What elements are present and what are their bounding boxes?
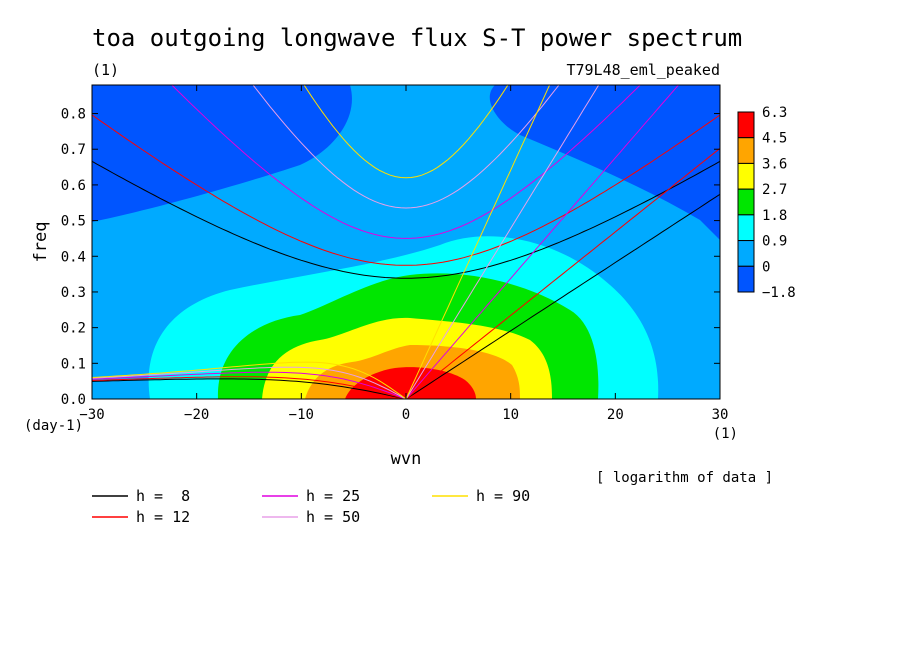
x-tick-label: −30 bbox=[79, 407, 104, 423]
legend: h = 8 h = 12 h = 25 h = 50 h = 90 bbox=[92, 487, 530, 526]
dispersion-curve bbox=[303, 85, 509, 179]
colorbar-swatch bbox=[737, 162, 755, 190]
x-tick-label: −10 bbox=[289, 407, 314, 423]
colorbar-label: 6.3 bbox=[762, 105, 787, 121]
colorbar-swatch bbox=[737, 188, 755, 216]
dispersion-curve bbox=[171, 85, 641, 239]
x-tick-label: 30 bbox=[712, 407, 729, 423]
y-tick-label: 0.1 bbox=[61, 356, 86, 372]
dispersion-curve bbox=[405, 193, 720, 399]
plot-area: −30 −20 −10 0 10 20 30 0.00.10.20.30.40.50.60.… bbox=[61, 84, 728, 423]
legend-label: h = 12 bbox=[136, 508, 190, 526]
y-axis-title: freq bbox=[31, 222, 51, 263]
colorbar-label: 2.7 bbox=[762, 182, 787, 198]
dispersion-curve bbox=[92, 376, 407, 399]
y-axis: 0.0 0.1 0.2 0.3 0.4 0.5 0.6 0.7 0.8 bbox=[61, 107, 720, 408]
x-unit-label: (1) bbox=[713, 426, 738, 442]
x-axis: −30 −20 −10 0 10 20 30 bbox=[79, 85, 728, 423]
colorbar-swatch bbox=[737, 111, 755, 139]
chart-subtitle-left: (1) bbox=[92, 61, 119, 79]
colorbar-label: 3.6 bbox=[762, 156, 787, 172]
x-tick-label: 20 bbox=[607, 407, 624, 423]
chart-title: toa outgoing longwave flux S-T power spe… bbox=[92, 24, 742, 52]
y-tick-label: 0.2 bbox=[61, 321, 86, 337]
dispersion-curve bbox=[405, 85, 551, 399]
colorbar-label: 0.9 bbox=[762, 234, 787, 250]
legend-label: h = 25 bbox=[306, 487, 360, 505]
y-tick-label: 0.7 bbox=[61, 142, 86, 158]
x-tick-label: 10 bbox=[502, 407, 519, 423]
y-tick-label: 0.8 bbox=[61, 107, 86, 123]
legend-label: h = 90 bbox=[476, 487, 530, 505]
y-tick-label: 0.0 bbox=[61, 392, 86, 408]
colorbar-label: 0 bbox=[762, 259, 770, 275]
y-tick-label: 0.6 bbox=[61, 178, 86, 194]
dispersion-curve bbox=[92, 160, 720, 279]
y-unit-label: (day-1) bbox=[24, 418, 83, 434]
colorbar-swatch bbox=[737, 137, 755, 164]
dispersion-curve bbox=[92, 366, 407, 399]
x-axis-title: wvn bbox=[391, 449, 422, 469]
colorbar-swatch bbox=[737, 214, 755, 242]
dispersion-curves bbox=[92, 85, 720, 399]
dispersion-curve bbox=[405, 85, 600, 399]
dispersion-curve bbox=[92, 378, 407, 399]
y-tick-label: 0.3 bbox=[61, 285, 86, 301]
legend-label: h = 50 bbox=[306, 508, 360, 526]
y-tick-label: 0.5 bbox=[61, 214, 86, 230]
colorbar-label: 4.5 bbox=[762, 131, 787, 147]
legend-label: h = 8 bbox=[136, 487, 190, 505]
dispersion-curve bbox=[92, 114, 720, 266]
x-tick-label: 0 bbox=[402, 407, 410, 423]
dispersion-curve bbox=[405, 85, 680, 399]
dispersion-curve bbox=[92, 371, 407, 399]
chart-subtitle-right: T79L48_eml_peaked bbox=[566, 61, 720, 79]
colorbar-label: −1.8 bbox=[762, 285, 796, 301]
colorbar-swatch bbox=[737, 240, 755, 267]
colorbar: 6.3 4.5 3.6 2.7 1.8 0.9 0 −1.8 bbox=[737, 105, 796, 301]
data-note: [ logarithm of data ] bbox=[596, 470, 773, 486]
dispersion-curve bbox=[252, 85, 560, 209]
colorbar-swatch bbox=[737, 265, 755, 293]
x-tick-label: −20 bbox=[184, 407, 209, 423]
dispersion-curve bbox=[405, 147, 720, 399]
colorbar-label: 1.8 bbox=[762, 208, 787, 224]
dispersion-curve bbox=[92, 361, 407, 399]
y-tick-label: 0.4 bbox=[61, 249, 86, 265]
